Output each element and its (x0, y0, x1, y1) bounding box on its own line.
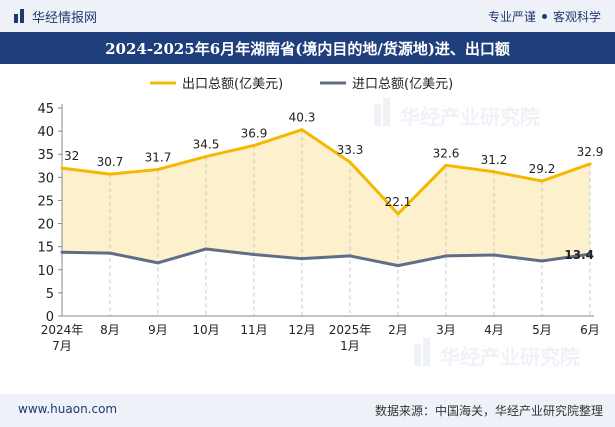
import-point (540, 259, 544, 263)
website-link[interactable]: www.huaon.com (18, 402, 118, 416)
x-tick-label: 9月 (148, 323, 168, 337)
y-tick-label: 10 (37, 264, 54, 279)
export-point (156, 167, 160, 171)
watermark-logo-icon (383, 98, 390, 126)
export-point (300, 128, 304, 132)
import-point (108, 251, 112, 255)
export-point (60, 166, 64, 170)
y-tick-label: 45 (37, 102, 54, 117)
export-point (108, 172, 112, 176)
brand-name: 华经情报网 (32, 10, 98, 26)
import-line (61, 247, 591, 268)
export-point (540, 179, 544, 183)
export-point (204, 155, 208, 159)
export-data-label: 31.7 (145, 150, 172, 164)
export-point (348, 160, 352, 164)
tagline-right: 客观科学 (552, 10, 601, 24)
export-point (492, 170, 496, 174)
import-area-fill (62, 248, 590, 316)
export-data-label: 40.3 (289, 111, 316, 125)
y-tick-label: 40 (37, 125, 54, 140)
watermark-logo-icon (374, 104, 381, 126)
export-data-label: 32.9 (577, 145, 604, 159)
import-point (204, 247, 208, 251)
y-tick-label: 0 (46, 310, 54, 325)
export-point (444, 163, 448, 167)
bullet-icon (541, 14, 547, 19)
x-tick-label: 3月 (436, 323, 456, 337)
watermark-logo-icon (423, 338, 430, 366)
export-area-fill (62, 129, 590, 266)
watermark-text: 华经产业研究院 (440, 345, 580, 369)
y-tick-label: 5 (46, 287, 54, 302)
export-data-label: 33.3 (337, 143, 364, 157)
watermark-logo-icon (414, 344, 421, 366)
import-point (444, 254, 448, 258)
export-data-label: 36.9 (241, 126, 268, 140)
x-tick-label: 7月 (52, 339, 72, 353)
export-line (61, 128, 591, 216)
footer-bar: www.huaon.com 数据来源：中国海关，华经产业研究院整理 (0, 394, 615, 427)
export-point (396, 212, 400, 216)
export-data-label: 32.6 (433, 146, 460, 160)
y-tick-label: 30 (37, 171, 54, 186)
export-data-label: 32 (64, 149, 79, 163)
export-point (252, 143, 256, 147)
x-tick-label: 5月 (532, 323, 552, 337)
import-point (492, 253, 496, 257)
brand[interactable]: 华经情报网 (14, 7, 98, 26)
x-tick-label: 2月 (388, 323, 408, 337)
x-tick-label: 2025年 (329, 323, 372, 337)
import-point (588, 252, 592, 256)
import-point (396, 264, 400, 268)
chart-area: 华经产业研究院华经产业研究院华经产业研究院出口总额(亿美元)进口总额(亿美元)0… (37, 77, 604, 369)
y-tick-label: 25 (37, 194, 54, 209)
x-tick-label: 2024年 (41, 323, 84, 337)
tagline-left: 专业严谨 (487, 10, 536, 24)
export-data-label: 30.7 (97, 155, 124, 169)
import-point (300, 257, 304, 261)
x-tick-label: 12月 (288, 323, 315, 337)
x-tick-label: 4月 (484, 323, 504, 337)
watermark-text: 华经产业研究院 (400, 105, 540, 129)
x-tick-label: 8月 (100, 323, 120, 337)
tagline: 专业严谨 客观科学 (488, 8, 601, 25)
export-data-label: 29.2 (529, 162, 556, 176)
legend-label-export: 出口总额(亿美元) (182, 77, 283, 92)
chart-title: 2024-2025年6月年湖南省(境内目的地/货源地)进、出口额 (0, 32, 615, 64)
x-tick-label: 6月 (580, 323, 600, 337)
x-tick-label: 10月 (192, 323, 219, 337)
import-point (348, 254, 352, 258)
x-tick-label: 1月 (340, 339, 360, 353)
legend-label-import: 进口总额(亿美元) (352, 77, 453, 92)
import-point (60, 250, 64, 254)
header-bar: 华经情报网 专业严谨 客观科学 (0, 0, 615, 32)
data-source: 数据来源：中国海关，华经产业研究院整理 (374, 404, 603, 418)
y-tick-label: 35 (37, 148, 54, 163)
export-data-label: 34.5 (193, 138, 220, 152)
import-data-label: 13.4 (564, 248, 594, 262)
export-data-label: 22.1 (385, 195, 412, 209)
y-tick-label: 20 (37, 218, 54, 233)
x-tick-label: 11月 (240, 323, 267, 337)
export-point (588, 162, 592, 166)
export-data-label: 31.2 (481, 153, 508, 167)
logo-icon (14, 9, 24, 23)
y-tick-label: 15 (37, 241, 54, 256)
import-point (252, 253, 256, 257)
import-point (156, 261, 160, 265)
